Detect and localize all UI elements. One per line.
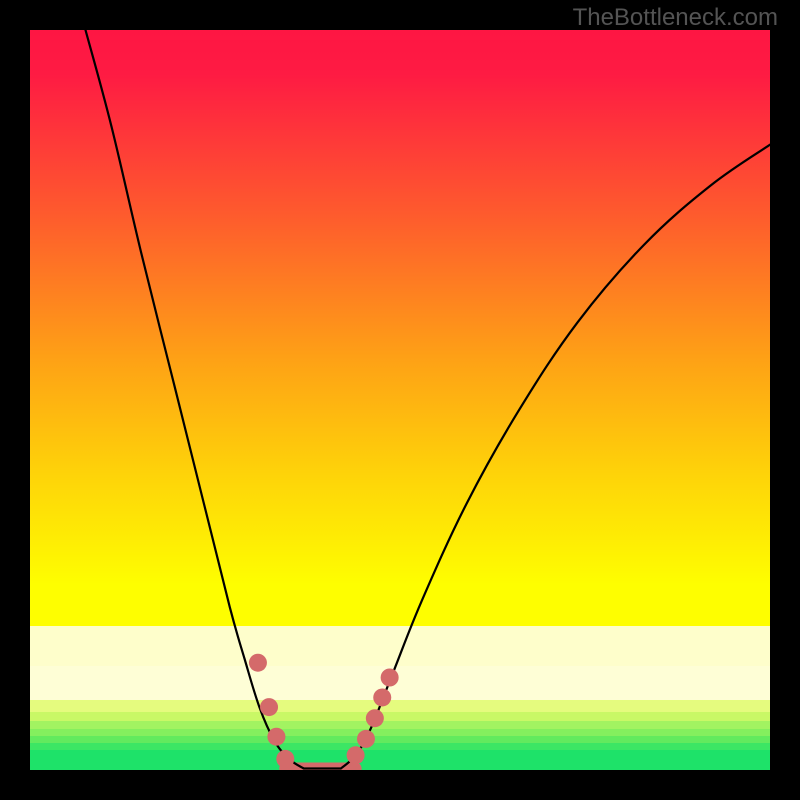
marker-dot (373, 688, 391, 706)
chart-svg (30, 30, 770, 770)
marker-dot (276, 750, 294, 768)
marker-dot (267, 728, 285, 746)
marker-dot (347, 746, 365, 764)
watermark-text: TheBottleneck.com (573, 4, 778, 32)
marker-dot (381, 669, 399, 687)
marker-dot (249, 654, 267, 672)
bottleneck-curve (86, 30, 771, 769)
marker-dot (366, 709, 384, 727)
marker-dots (249, 654, 399, 768)
chart-stage: TheBottleneck.com (0, 0, 800, 800)
marker-dot (260, 698, 278, 716)
plot-frame (0, 0, 800, 800)
marker-dot (357, 730, 375, 748)
